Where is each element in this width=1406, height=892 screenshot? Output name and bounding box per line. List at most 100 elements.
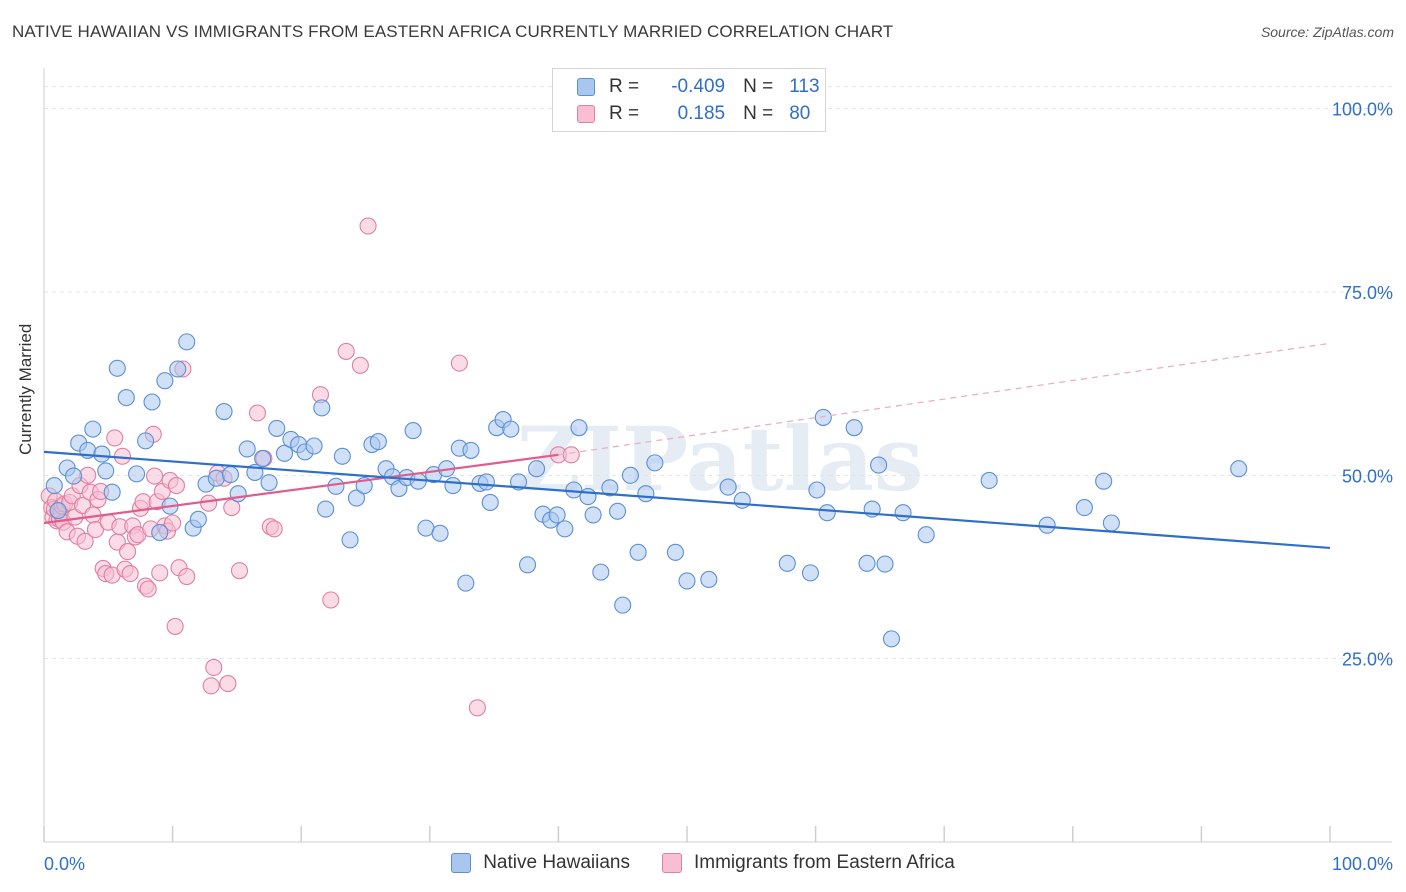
series-legend: Native Hawaiians Immigrants from Eastern… [0,852,1406,874]
native-hawaiian-point [238,440,256,458]
native-hawaiian-point [678,572,696,590]
native-hawaiian-point [801,564,820,582]
eastern-africa-point [223,499,241,517]
eastern-africa-point [79,466,97,484]
eastern-africa-point [121,565,139,583]
n-label: N = [743,76,774,97]
eastern-africa-point [359,217,377,235]
native-hawaiian-point [341,531,359,549]
native-hawaiian-point [93,445,111,463]
native-hawaiian-point [629,543,647,561]
native-hawaiian-point [778,554,796,572]
r-label: R = [609,103,640,124]
n-value: 113 [789,76,820,97]
y-axis-label: Currently Married [16,323,35,455]
native-hawaiian-point [327,477,345,495]
legend-swatch-blue [577,78,595,96]
native-hawaiian-point [818,504,836,522]
native-hawaiian-point [169,360,187,378]
native-hawaiian-point [305,437,323,455]
native-hawaiian-point [275,444,294,462]
source-label: Source: ZipAtlas.com [1260,24,1394,40]
x-tick-label: 100.0% [1332,854,1393,874]
native-hawaiian-point [97,462,115,480]
native-hawaiian-trend-line [43,450,1331,550]
legend-swatch-pink [662,853,682,873]
legend-label: Native Hawaiians [483,852,630,873]
native-hawaiian-point [221,466,240,484]
eastern-africa-point [86,521,104,539]
n-label: N = [743,103,774,124]
eastern-africa-point [151,564,169,582]
stats-legend: R = -0.409 N = 113 R = 0.185 N = 80 [552,68,826,132]
eastern-africa-point [146,467,164,485]
y-tick-label: 100.0% [1332,100,1393,120]
legend-item-native-hawaiians[interactable]: Native Hawaiians [451,852,630,874]
native-hawaiian-point [117,389,135,407]
native-hawaiian-point [1230,460,1248,478]
native-hawaiian-point [548,506,566,524]
native-hawaiian-point [260,474,278,492]
chart-title: NATIVE HAWAIIAN VS IMMIGRANTS FROM EASTE… [12,22,894,41]
native-hawaiian-point [614,596,632,614]
native-hawaiian-point [518,556,537,574]
eastern-africa-point [106,429,124,447]
eastern-africa-point [119,543,137,561]
native-hawaiian-point [137,432,155,450]
legend-label: Immigrants from Eastern Africa [694,852,955,873]
eastern-africa-point [562,446,580,464]
eastern-africa-point [139,580,157,598]
native-hawaiian-point [527,460,546,478]
native-hawaiian-point [84,420,102,438]
native-hawaiian-point [457,574,475,592]
native-hawaiian-point [845,419,863,437]
native-hawaiian-point [666,543,684,561]
native-hawaiian-point [570,419,588,437]
native-hawaiian-point [1038,516,1056,534]
eastern-africa-point [202,677,220,695]
native-hawaiian-point [637,485,655,503]
r-label: R = [609,76,640,97]
eastern-africa-point [167,477,186,495]
eastern-africa-point [219,675,237,693]
native-hawaiian-point [215,402,233,421]
legend-swatch-pink [577,105,595,123]
native-hawaiian-point [444,477,462,495]
native-hawaiian-point [333,447,351,465]
native-hawaiian-point [431,524,449,542]
native-hawaiian-point [601,479,619,497]
native-hawaiian-point [143,393,161,411]
native-hawaiian-point [870,456,888,474]
native-hawaiian-point [814,408,832,426]
native-hawaiian-point [462,441,480,459]
native-hawaiian-point [858,554,876,572]
eastern-africa-point [76,532,94,550]
eastern-africa-trend-extension [558,342,1331,456]
native-hawaiian-point [584,506,602,524]
eastern-africa-point [200,494,218,512]
native-hawaiian-point [45,477,63,495]
eastern-africa-point [351,356,369,374]
native-hawaiian-point [1095,472,1113,490]
native-hawaiian-point [1102,514,1120,532]
native-hawaiian-point [347,489,366,507]
native-hawaiian-point [719,478,737,496]
native-hawaiian-point [103,483,121,501]
native-hawaiian-point [917,526,935,544]
eastern-africa-point [450,354,468,372]
legend-item-eastern-africa[interactable]: Immigrants from Eastern Africa [662,852,955,874]
native-hawaiian-point [254,449,272,468]
native-hawaiian-point [189,510,207,528]
eastern-africa-point [164,514,182,532]
native-hawaiian-point [621,466,639,484]
native-hawaiian-point [894,504,912,522]
n-value: 80 [789,103,811,124]
eastern-africa-point [337,342,355,360]
eastern-africa-point [468,699,486,717]
native-hawaiian-point [207,469,225,487]
native-hawaiian-point [808,481,826,499]
native-hawaiian-point [128,465,146,483]
native-hawaiian-point [369,433,387,451]
native-hawaiian-point [108,359,126,377]
